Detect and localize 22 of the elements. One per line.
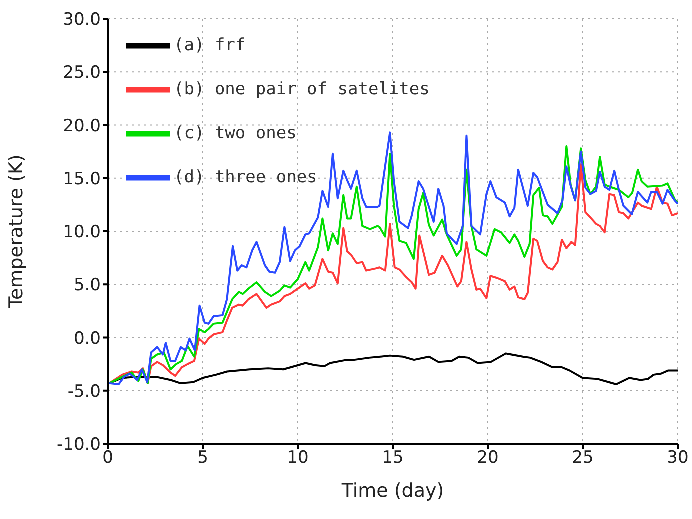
y-tick-label: 20.0 (63, 116, 101, 136)
x-tick-label: 20 (477, 448, 499, 468)
legend-label: (c) two ones (174, 124, 297, 144)
legend-label: (d) three ones (174, 168, 318, 188)
y-tick-label: 5.0 (74, 276, 101, 296)
x-tick-label: 0 (102, 448, 114, 468)
x-tick-label: 5 (198, 448, 208, 468)
x-axis-title: Time (day) (340, 480, 444, 502)
y-axis-title: Temperature (K) (6, 154, 28, 310)
y-tick-label: 25.0 (63, 63, 101, 84)
x-tick-label: 10 (287, 448, 309, 468)
legend-label: (a) frf (174, 36, 246, 56)
x-tick-label: 25 (572, 448, 594, 468)
y-tick-label: 15.0 (63, 169, 101, 190)
x-tick-label: 15 (382, 448, 404, 468)
x-tick-label: 30 (667, 448, 689, 468)
legend-label: (b) one pair of satelites (174, 80, 430, 100)
y-tick-label: -10.0 (57, 435, 101, 456)
y-tick-label: 10.0 (63, 222, 101, 243)
y-tick-label: 0.0 (74, 328, 101, 349)
y-tick-label: 30.0 (63, 10, 101, 30)
y-tick-label: -5.0 (68, 382, 101, 402)
